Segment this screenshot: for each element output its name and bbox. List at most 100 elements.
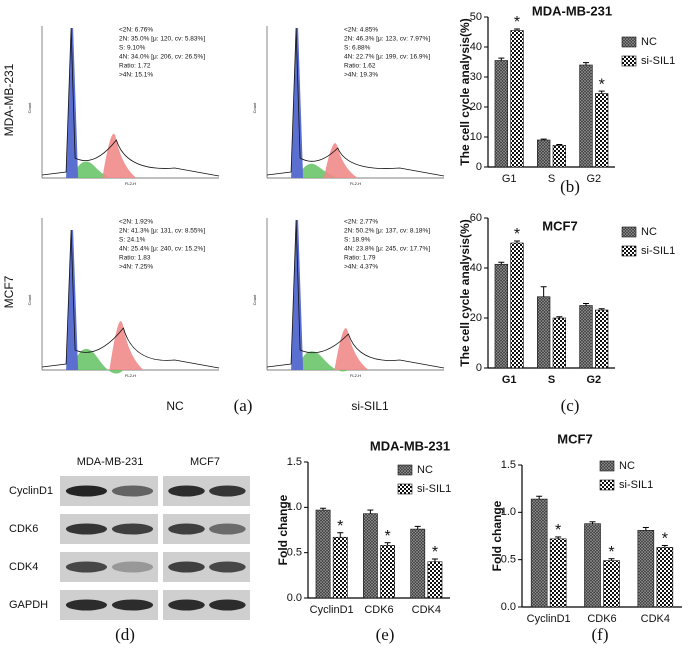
g2-peak [334, 328, 369, 370]
flow-stat: 2N: 41.3% [μ: 131, cv: 8.55%] [119, 228, 205, 235]
flow-x-label: FL2-H [125, 373, 136, 378]
legend-swatch [599, 479, 615, 491]
y-tick-label: 0.5 [287, 547, 302, 559]
x-tick-label: CyclinD1 [527, 613, 571, 625]
flow-stat: >4N: 15.1% [119, 72, 153, 79]
y-tick-label: 0 [476, 362, 482, 374]
histogram-outline [41, 27, 220, 177]
flow-stat: 4N: 22.7% [μ: 199, cv: 16.9%] [344, 54, 430, 61]
bar [510, 242, 524, 369]
legend-swatch [397, 464, 413, 476]
bar [536, 139, 551, 168]
blot-band [209, 561, 246, 573]
flow-stat: S: 18.9% [344, 237, 371, 244]
legend-swatch [621, 226, 637, 238]
y-tick-label: 60 [470, 212, 482, 224]
blot-band [111, 523, 154, 535]
significance-mark: * [599, 76, 605, 93]
flow-x-label: FL2-H [350, 373, 361, 378]
significance-mark: * [608, 544, 614, 561]
blot-band [168, 561, 205, 573]
blot-band [65, 485, 108, 497]
flow-stat: Ratio: 1.83 [119, 255, 151, 262]
y-tick-label: 40 [470, 262, 482, 274]
blot-band [209, 485, 246, 497]
x-tick-label: CDK4 [412, 604, 441, 616]
legend-label: si-SIL1 [641, 245, 675, 257]
flow-stat: 2N: 35.0% [μ: 120, cv: 5.83%] [119, 36, 205, 43]
legend-label: si-SIL1 [417, 483, 451, 495]
y-tick-label: 1.5 [501, 459, 516, 471]
bar [427, 561, 443, 599]
histogram-outline [266, 219, 445, 369]
flow-stat: 4N: 34.0% [μ: 206, cv: 26.5%] [119, 54, 205, 61]
significance-mark: * [514, 226, 520, 243]
g2-peak [109, 321, 144, 370]
flow-stat: 2N: 50.2% [μ: 137, cv: 8.18%] [344, 228, 430, 235]
y-tick-label: 20 [470, 101, 482, 113]
y-tick-label: 0 [476, 161, 482, 173]
blot-column-label: MDA-MB-231 [77, 456, 144, 468]
bar [603, 560, 620, 608]
histogram-outline [266, 27, 445, 177]
flow-stat: 4N: 25.4% [μ: 240, cv: 15.2%] [119, 246, 205, 253]
bar [494, 60, 508, 168]
column-label: si-SIL1 [351, 399, 389, 413]
legend-label: NC [417, 464, 433, 476]
bar [595, 93, 609, 168]
panel-label: (b) [560, 177, 580, 196]
panel-label: (d) [115, 625, 135, 644]
legend-swatch [599, 460, 615, 472]
x-tick-label: S [548, 173, 555, 185]
g1-peak [291, 28, 304, 178]
legend-label: NC [641, 226, 657, 238]
flow-y-label: Count [252, 294, 257, 306]
panel-label: (f) [592, 625, 609, 644]
significance-mark: * [384, 528, 390, 545]
y-tick-label: 1.0 [287, 501, 302, 513]
flow-y-label: Count [252, 102, 257, 114]
flow-stat: S: 9.10% [119, 45, 146, 52]
blot-band [111, 599, 154, 611]
bar [579, 64, 593, 168]
legend-swatch [397, 483, 413, 495]
flow-stat: <2N: 2.77% [344, 219, 378, 226]
bar [536, 296, 551, 369]
significance-mark: * [337, 518, 343, 535]
y-tick-label: 30 [470, 71, 482, 83]
chart-title: MCF7 [557, 431, 592, 446]
blot-row-label: CDK6 [9, 523, 38, 535]
flow-x-label: FL2-H [350, 181, 361, 186]
legend-label: NC [619, 460, 635, 472]
legend-swatch [621, 36, 637, 48]
x-tick-label: G1 [502, 374, 517, 386]
s-phase-area [72, 161, 117, 179]
x-tick-label: CDK6 [364, 604, 393, 616]
bar [410, 528, 426, 599]
y-axis-label: Fold change [490, 500, 504, 571]
flow-y-label: Count [27, 294, 32, 306]
flow-stat: 2N: 46.3% [μ: 123, cv: 7.97%] [344, 36, 430, 43]
bar [656, 547, 674, 608]
significance-mark: * [662, 531, 668, 548]
g1-peak [66, 28, 79, 178]
bar [332, 536, 348, 599]
chart-title: MDA-MB-231 [532, 3, 612, 18]
flow-stat: S: 24.1% [119, 237, 146, 244]
g1-peak [66, 230, 79, 370]
flow-y-label: Count [27, 102, 32, 114]
bar [584, 523, 601, 608]
bar [530, 498, 548, 608]
flow-x-label: FL2-H [125, 181, 136, 186]
bar [595, 309, 609, 369]
blot-row-label: GAPDH [9, 599, 48, 611]
bar [579, 305, 593, 369]
flow-stat: <2N: 1.92% [119, 219, 153, 226]
y-tick-label: 1.0 [501, 506, 516, 518]
y-tick-label: 1.5 [287, 456, 302, 468]
bar [362, 513, 378, 599]
x-tick-label: S [548, 374, 555, 386]
y-axis-label: Fold change [276, 494, 290, 565]
panel-label: (e) [376, 625, 395, 644]
